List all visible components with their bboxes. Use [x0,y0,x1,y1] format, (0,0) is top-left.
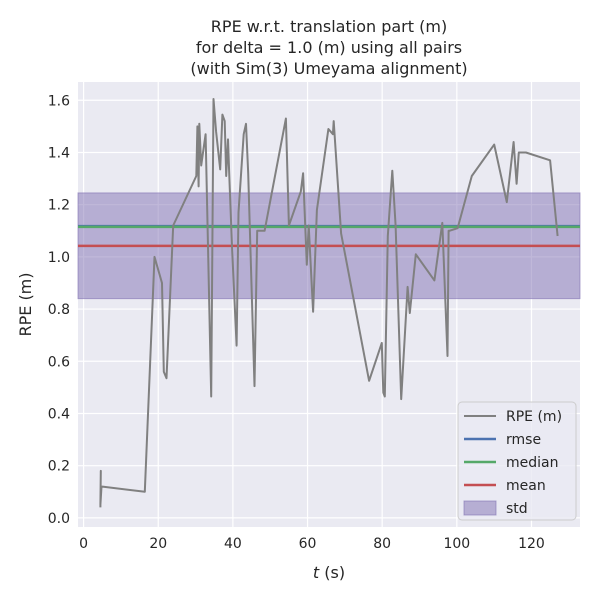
legend-label: std [506,501,528,517]
y-tick-label: 1.0 [48,250,70,266]
x-tick-label: 40 [224,536,242,552]
y-tick-label: 0.6 [48,354,70,370]
legend-label: RPE (m) [506,409,562,425]
rpe-series-line [99,98,559,508]
y-tick-label: 1.2 [48,198,70,214]
x-tick-label: 80 [373,536,391,552]
x-tick-label: 0 [79,536,88,552]
y-tick-label: 1.4 [48,145,70,161]
y-tick-label: 0.8 [48,302,70,318]
legend-box [457,401,577,521]
legend-label: rmse [506,432,541,448]
x-tick-label: 120 [518,536,545,552]
legend-label: median [506,455,558,471]
y-tick-label: 1.6 [48,93,70,109]
x-tick-label: 100 [443,536,470,552]
x-axis-unit: (s) [319,563,345,582]
x-axis-variable: t [313,563,320,582]
chart-title-line: RPE w.r.t. translation part (m) [211,17,447,36]
chart-title-line: (with Sim(3) Umeyama alignment) [190,59,467,78]
y-tick-label: 0.0 [48,511,70,527]
x-tick-label: 20 [149,536,167,552]
y-tick-label: 0.2 [48,459,70,475]
legend-swatch-std [463,500,497,516]
x-tick-label: 60 [299,536,317,552]
y-tick-label: 0.4 [48,406,70,422]
legend-label: mean [506,478,546,494]
chart-title-line: for delta = 1.0 (m) using all pairs [196,38,462,57]
x-axis-label: t (s) [313,563,345,582]
y-axis-label: RPE (m) [16,272,35,336]
